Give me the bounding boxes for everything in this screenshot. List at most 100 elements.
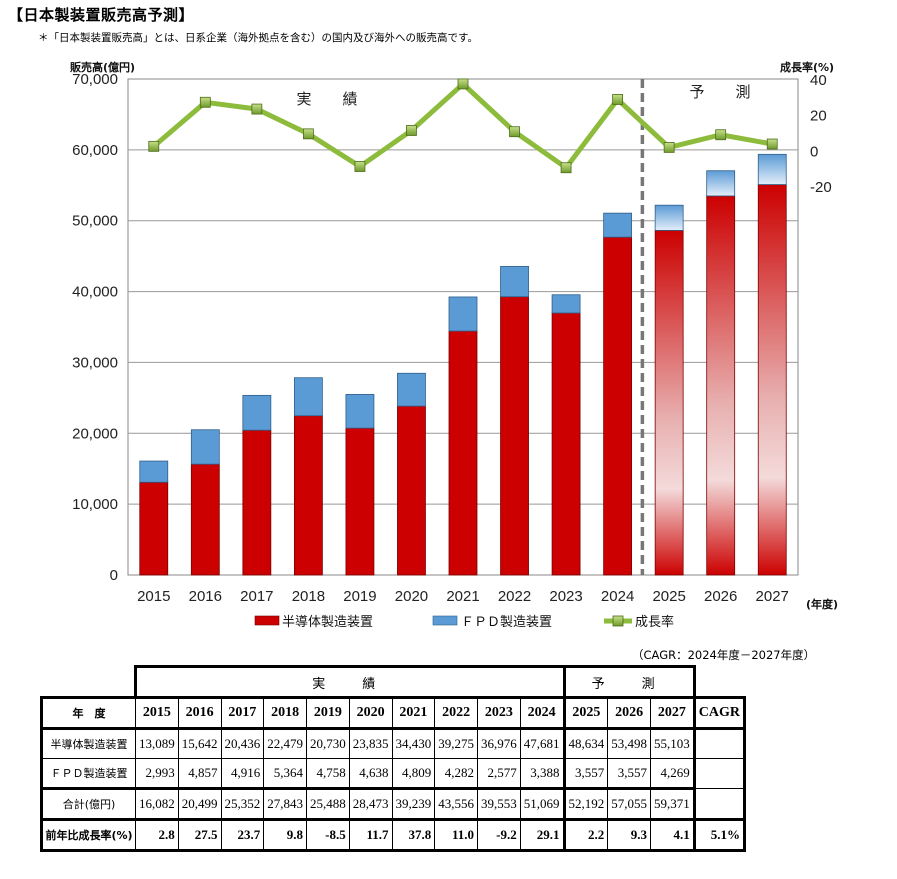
bar-semiconductor — [139, 481, 169, 576]
growth-point — [715, 129, 727, 141]
table-cell: -8.5 — [306, 819, 350, 852]
cagr-cell — [692, 758, 746, 789]
cagr-cell — [692, 728, 746, 759]
table-cell: 20,436 — [220, 728, 265, 759]
y-tick-label: 20,000 — [72, 425, 118, 442]
bar-fpd — [139, 460, 169, 483]
table-cell: 43,556 — [434, 788, 478, 821]
table-cell: 34,430 — [391, 728, 436, 759]
y2-axis-title: 成長率(%) — [780, 60, 834, 74]
y-tick-label: 30,000 — [72, 354, 118, 371]
bar-fpd — [242, 394, 272, 431]
bar-semiconductor — [242, 429, 272, 576]
legend-swatch-semiconductor — [254, 615, 280, 626]
table-cell: 23.7 — [220, 819, 265, 852]
growth-point — [663, 142, 675, 153]
year-cell: 2022 — [434, 696, 478, 730]
table-cell: 2.2 — [562, 819, 609, 852]
year-cell: 2026 — [607, 696, 651, 730]
growth-point — [354, 161, 366, 172]
table-cell: 55,103 — [650, 728, 695, 759]
table-cell: 4,282 — [434, 758, 478, 790]
bar-fpd — [757, 153, 787, 185]
x-tick-label: 2022 — [498, 588, 531, 605]
cagr-cell — [692, 788, 746, 821]
table-cell: 9.3 — [607, 819, 651, 852]
year-cell: 2016 — [177, 696, 222, 730]
y-axis-title: 販売高(億円) — [70, 60, 135, 74]
legend: 半導体製造装置 ＦＰＤ製造装置 成長率 — [254, 614, 674, 630]
growth-point — [457, 78, 469, 90]
y-tick-label: 50,000 — [72, 213, 118, 230]
table-cell: 37.8 — [391, 819, 436, 852]
bar-semiconductor — [500, 296, 529, 576]
year-cell: 2027 — [650, 696, 695, 730]
y-tick-label: 0 — [110, 567, 118, 584]
table-cell: 4,809 — [391, 758, 436, 790]
growth-line — [148, 78, 778, 174]
row-label: ＦＰＤ製造装置 — [40, 758, 136, 790]
table-cell: 13,089 — [135, 728, 179, 759]
bar-semiconductor — [190, 463, 220, 576]
table-cell: 11.7 — [348, 819, 393, 852]
cagr-header: CAGR — [692, 696, 746, 730]
legend-label-fpd: ＦＰＤ製造装置 — [461, 615, 552, 630]
table-cell: 20,730 — [306, 728, 350, 759]
growth-point — [612, 94, 624, 105]
table-cell: 4,916 — [220, 758, 265, 790]
table-cell: 39,275 — [434, 728, 478, 759]
table-cell: 4,269 — [650, 758, 695, 790]
bar-semiconductor — [345, 427, 375, 576]
bar-fpd — [293, 377, 323, 417]
year-cell: 2025 — [562, 696, 609, 730]
year-cell: 2020 — [348, 696, 393, 730]
bar-semiconductor — [448, 330, 478, 576]
x-tick-label: 2020 — [395, 588, 428, 605]
year-cell: 2017 — [220, 696, 265, 730]
bar-semiconductor — [551, 312, 581, 576]
legend-swatch-fpd — [432, 615, 458, 626]
y2-tick-label: 40 — [810, 72, 827, 89]
legend-label-semiconductor: 半導体製造装置 — [282, 615, 373, 630]
table-cell: 22,479 — [263, 728, 307, 759]
y2-tick-label: 20 — [810, 108, 827, 125]
bar-fpd — [500, 265, 529, 298]
legend-marker-growth — [612, 615, 624, 627]
table-cell: 5,364 — [263, 758, 307, 790]
year-label: 年 度 — [40, 696, 136, 730]
growth-point — [766, 138, 778, 150]
table-row: 合計(億円) 16,082 20,499 25,352 27,843 25,488 28,… — [40, 788, 746, 821]
table-row-years: 年 度 2015 2016 2017 2018 2019 2020 2021 2022 2023… — [40, 696, 746, 730]
year-cell: 2018 — [263, 696, 307, 730]
x-tick-label: 2015 — [137, 588, 170, 605]
table-cell: 11.0 — [434, 819, 478, 852]
bar-fpd — [190, 429, 220, 465]
growth-point — [509, 126, 520, 138]
growth-point — [406, 125, 417, 136]
table-cell: 2,993 — [135, 758, 179, 790]
table-row: 前年比成長率(%) 2.8 27.5 23.7 9.8 -8.5 11.7 37.8 11.0… — [40, 819, 746, 852]
table-header-forecast: 予 測 — [562, 665, 696, 698]
year-cell: 2023 — [477, 696, 521, 730]
table-cell: 27,843 — [263, 788, 307, 821]
sales-forecast-chart: 0 10,000 20,000 30,000 40,000 50,000 60,000 70,… — [70, 60, 838, 630]
bar-fpd — [551, 294, 581, 314]
bar-fpd — [397, 372, 426, 407]
axis-labels: 0 10,000 20,000 30,000 40,000 50,000 60,000 70,… — [70, 60, 838, 611]
table-cell: 15,642 — [177, 728, 222, 759]
table-cell: 59,371 — [650, 788, 695, 821]
y2-tick-label: 0 — [810, 143, 818, 160]
bar-fpd — [603, 212, 633, 238]
row-label: 半導体製造装置 — [40, 728, 136, 759]
table-cell: 48,634 — [562, 728, 609, 759]
year-cell: 2021 — [391, 696, 436, 730]
table-cell: 25,352 — [220, 788, 265, 821]
table-cell: 57,055 — [607, 788, 651, 821]
table-cell: 51,069 — [519, 788, 565, 821]
table-header-actual: 実 績 — [134, 665, 565, 698]
year-cell: 2024 — [519, 696, 565, 730]
section-forecast-label: 予 測 — [689, 83, 758, 101]
growth-point — [148, 140, 160, 152]
growth-point — [302, 128, 314, 140]
y2-tick-label: -20 — [810, 179, 832, 196]
